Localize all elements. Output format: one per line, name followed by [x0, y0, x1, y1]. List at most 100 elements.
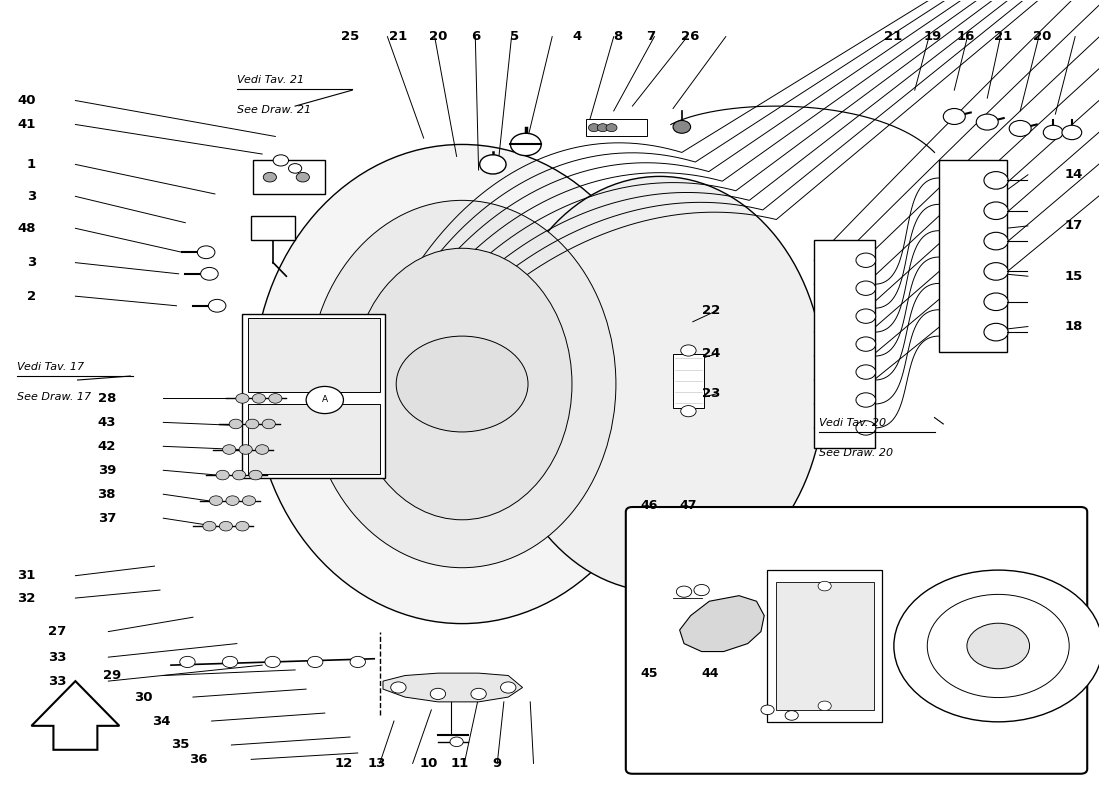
Circle shape [273, 155, 288, 166]
Text: A: A [321, 395, 328, 405]
Text: 41: 41 [18, 118, 36, 131]
FancyBboxPatch shape [248, 404, 380, 474]
Text: 11: 11 [451, 757, 469, 770]
Circle shape [944, 109, 966, 125]
Circle shape [1009, 121, 1031, 137]
Circle shape [984, 262, 1008, 280]
Text: 6: 6 [471, 30, 480, 43]
Circle shape [235, 522, 249, 531]
Circle shape [268, 394, 282, 403]
Circle shape [761, 705, 774, 714]
Text: Vedi Tav. 21: Vedi Tav. 21 [236, 74, 304, 85]
Text: 24: 24 [702, 347, 721, 360]
Circle shape [588, 124, 600, 132]
Text: 15: 15 [1064, 270, 1082, 282]
Circle shape [235, 394, 249, 403]
Circle shape [856, 281, 876, 295]
Text: a passion for...: a passion for... [376, 432, 549, 496]
Text: 47: 47 [680, 499, 697, 512]
Circle shape [984, 293, 1008, 310]
Circle shape [255, 445, 268, 454]
Circle shape [977, 114, 998, 130]
Text: 27: 27 [48, 625, 67, 638]
Circle shape [229, 419, 242, 429]
Circle shape [676, 586, 692, 598]
Circle shape [208, 299, 226, 312]
Circle shape [856, 253, 876, 267]
FancyBboxPatch shape [776, 582, 873, 710]
Text: 16: 16 [956, 30, 975, 43]
FancyBboxPatch shape [939, 161, 1006, 352]
Text: 5: 5 [510, 30, 519, 43]
Text: 36: 36 [189, 753, 207, 766]
Text: 14: 14 [1064, 168, 1082, 182]
Circle shape [894, 570, 1100, 722]
Text: See Draw. 21: See Draw. 21 [236, 105, 311, 115]
FancyBboxPatch shape [253, 161, 324, 194]
Text: 25: 25 [341, 30, 360, 43]
Circle shape [694, 585, 710, 596]
Circle shape [288, 164, 301, 173]
Circle shape [856, 365, 876, 379]
Circle shape [216, 470, 229, 480]
Text: 17: 17 [1064, 219, 1082, 233]
Circle shape [597, 124, 608, 132]
Circle shape [927, 594, 1069, 698]
Text: 33: 33 [48, 650, 67, 664]
Circle shape [967, 623, 1030, 669]
Text: 23: 23 [702, 387, 721, 400]
Text: Vedi Tav. 20: Vedi Tav. 20 [820, 418, 887, 428]
Text: 2: 2 [26, 290, 36, 302]
Circle shape [265, 656, 280, 667]
Text: 20: 20 [429, 30, 447, 43]
Text: 46: 46 [640, 499, 658, 512]
FancyBboxPatch shape [242, 314, 385, 478]
Text: 29: 29 [103, 669, 121, 682]
Text: shopmanuals.net: shopmanuals.net [441, 476, 549, 516]
Circle shape [226, 496, 239, 506]
Text: 3: 3 [26, 190, 36, 203]
Circle shape [856, 337, 876, 351]
Text: See Draw. 20: See Draw. 20 [820, 448, 893, 458]
Text: 33: 33 [48, 674, 67, 688]
Circle shape [179, 656, 195, 667]
FancyBboxPatch shape [586, 119, 647, 137]
Circle shape [390, 682, 406, 693]
Text: 13: 13 [367, 757, 386, 770]
Ellipse shape [352, 248, 572, 520]
Ellipse shape [495, 176, 825, 592]
Circle shape [1043, 126, 1063, 140]
Text: 43: 43 [98, 416, 116, 429]
Circle shape [245, 419, 258, 429]
Text: 30: 30 [134, 690, 152, 703]
FancyBboxPatch shape [767, 570, 882, 722]
Text: 20: 20 [1033, 30, 1052, 43]
Circle shape [606, 124, 617, 132]
Circle shape [818, 582, 832, 591]
Circle shape [500, 682, 516, 693]
Circle shape [984, 171, 1008, 189]
Text: 28: 28 [98, 392, 116, 405]
FancyBboxPatch shape [673, 354, 704, 408]
Text: 4: 4 [573, 30, 582, 43]
Polygon shape [32, 681, 119, 750]
Circle shape [249, 470, 262, 480]
Text: 31: 31 [18, 569, 36, 582]
Text: 19: 19 [923, 30, 942, 43]
FancyBboxPatch shape [248, 318, 380, 392]
Text: 7: 7 [647, 30, 656, 43]
Text: 21: 21 [883, 30, 902, 43]
Circle shape [681, 406, 696, 417]
Circle shape [430, 688, 446, 699]
Circle shape [984, 323, 1008, 341]
Text: 9: 9 [493, 757, 502, 770]
Text: 35: 35 [172, 738, 189, 751]
FancyBboxPatch shape [626, 507, 1087, 774]
Text: 45: 45 [640, 666, 658, 680]
Circle shape [350, 656, 365, 667]
Circle shape [262, 419, 275, 429]
Circle shape [209, 496, 222, 506]
Circle shape [510, 134, 541, 156]
Ellipse shape [253, 145, 671, 624]
Circle shape [480, 155, 506, 174]
